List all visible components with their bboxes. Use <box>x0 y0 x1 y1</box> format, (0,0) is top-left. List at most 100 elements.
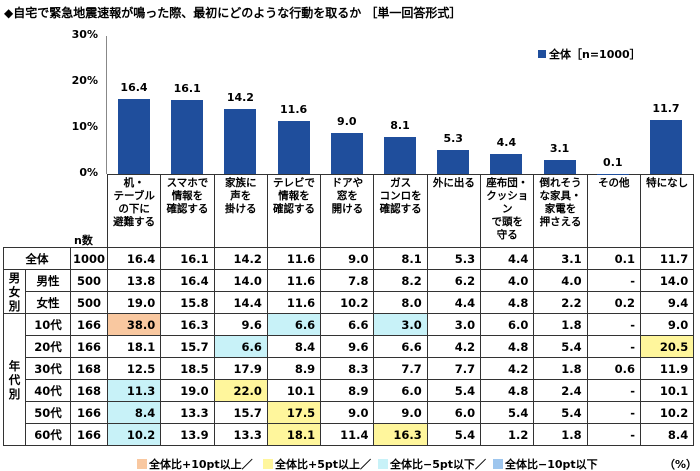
footnote-swatch <box>378 459 388 469</box>
table-cell: 1.2 <box>480 423 535 446</box>
n-value: 500 <box>70 291 108 314</box>
table-cell: 5.4 <box>480 401 535 424</box>
table-cell: 6.6 <box>320 313 375 336</box>
table-cell: 2.2 <box>533 291 588 314</box>
table-cell: 14.4 <box>213 291 268 314</box>
table-cell: 8.4 <box>266 335 322 358</box>
footnote-label: 全体比−10pt以下 <box>505 458 598 471</box>
table-cell: 15.8 <box>160 291 215 314</box>
n-value: 166 <box>70 335 108 358</box>
table-cell: 17.9 <box>213 357 268 380</box>
table-cell: 18.5 <box>160 357 215 380</box>
row-label: 10代 <box>25 313 71 336</box>
footnote-item: 全体比+5pt以上／ <box>263 456 371 471</box>
table-cell: 6.0 <box>373 379 428 402</box>
table-cell: 4.0 <box>533 269 588 292</box>
table-cell: 10.1 <box>639 379 695 402</box>
chart-title: ◆自宅で緊急地震速報が鳴った際、最初にどのような行動を取るか ［単一回答形式］ <box>4 6 462 20</box>
header-row: 机・ テーブル の下に 避難する スマホで 情報を 確認する 家族に 声を 掛けるテ… <box>3 174 695 248</box>
table-cell: 5.4 <box>426 379 482 402</box>
table-cell: 38.0 <box>106 313 162 336</box>
footnote-swatch <box>263 459 273 469</box>
table-row: 全体 1000 16.4 16.1 14.2 11.6 9.0 8.1 5.3 4.4 3.1 0.1… <box>3 247 695 270</box>
column-header-label: 外に出る <box>432 177 475 189</box>
table-cell: 3.0 <box>373 313 428 336</box>
table-cell: 16.3 <box>160 313 215 336</box>
table-cell: 4.2 <box>426 335 482 358</box>
row-label: 20代 <box>25 335 71 358</box>
footnote-swatch <box>493 459 503 469</box>
row-label: 全体 <box>3 247 71 270</box>
table-cell: 13.3 <box>213 423 268 446</box>
footnote-label: 全体比+10pt以上／ <box>149 458 253 471</box>
table-cell: 19.0 <box>160 379 215 402</box>
group-label: 男 女 別 <box>3 269 26 314</box>
table-cell: 9.0 <box>320 247 375 270</box>
table-cell: 5.4 <box>533 335 588 358</box>
row-label: 40代 <box>25 379 71 402</box>
table-cell: 8.2 <box>373 269 428 292</box>
column-header: 特になし <box>639 174 695 248</box>
table-cell: 11.6 <box>266 291 322 314</box>
table-cell: - <box>586 401 641 424</box>
column-header-label: 座布団・ クッション で頭を 守る <box>486 177 529 241</box>
table-cell: 3.1 <box>533 247 588 270</box>
legend-label: 全体［n=1000］ <box>549 48 641 61</box>
table-row: 20代 166 18.1 15.7 6.6 8.4 9.6 6.6 4.2 4.8 5.4-20.5 <box>4 335 695 358</box>
row-label: 60代 <box>25 423 71 446</box>
bar <box>277 120 310 174</box>
table-cell: 4.2 <box>480 357 535 380</box>
table-cell: 15.7 <box>160 335 215 358</box>
table-cell: 6.0 <box>426 401 482 424</box>
table-cell: 11.4 <box>320 423 375 446</box>
bar-value-label: 4.4 <box>496 135 517 149</box>
table-cell: - <box>586 313 641 336</box>
table-cell: 7.8 <box>320 269 375 292</box>
table-cell: 17.5 <box>266 401 322 424</box>
n-value: 168 <box>70 379 108 402</box>
bar-value-label: 5.3 <box>443 131 463 145</box>
n-value: 166 <box>70 423 108 446</box>
bar <box>330 132 363 174</box>
column-header-label: 倒れそう な家具・ 家電を 押さえる <box>539 177 582 228</box>
table-cell: 1.8 <box>533 357 588 380</box>
table-cell: 4.8 <box>480 291 535 314</box>
n-value: 168 <box>70 357 108 380</box>
table-cell: 7.7 <box>373 357 428 380</box>
column-header: 座布団・ クッション で頭を 守る <box>480 174 535 248</box>
table-cell: 8.9 <box>320 379 375 402</box>
group-label: 年 代 別 <box>3 313 26 446</box>
table-row: 女性 500 19.0 15.8 14.4 11.6 10.2 8.0 4.4 4.8 2.2 0.2… <box>4 291 695 314</box>
column-header: 机・ テーブル の下に 避難する <box>106 174 162 248</box>
table-cell: 12.5 <box>106 357 162 380</box>
footnote-label: 全体比+5pt以上／ <box>275 458 372 471</box>
table-cell: - <box>586 423 641 446</box>
table-cell: 16.4 <box>106 247 162 270</box>
table-cell: 15.7 <box>213 401 268 424</box>
table-cell: 9.0 <box>373 401 428 424</box>
n-value: 500 <box>70 269 108 292</box>
table-cell: 4.0 <box>480 269 535 292</box>
unit-label: （%） <box>664 458 698 471</box>
table-cell: 6.0 <box>480 313 535 336</box>
footnote-item: 全体比−5pt以下／ <box>378 456 486 471</box>
column-header: ガス コンロを 確認する <box>373 174 428 248</box>
column-header: 倒れそう な家具・ 家電を 押さえる <box>533 174 588 248</box>
row-label: 男性 <box>25 269 71 292</box>
column-header-label: 特になし <box>646 177 689 189</box>
table-cell: 0.6 <box>586 357 641 380</box>
bar-value-label: 11.6 <box>280 102 308 116</box>
table-cell: 8.3 <box>320 357 375 380</box>
table-cell: 0.2 <box>586 291 641 314</box>
bar-value-label: 16.1 <box>173 81 201 95</box>
row-label: 女性 <box>25 291 71 314</box>
table-cell: 4.4 <box>426 291 482 314</box>
table-cell: 13.8 <box>106 269 162 292</box>
column-header: スマホで 情報を 確認する <box>160 174 215 248</box>
table-cell: - <box>586 379 641 402</box>
table-cell: 4.8 <box>480 379 535 402</box>
table-cell: 6.6 <box>213 335 268 358</box>
table-row: 30代 168 12.5 18.5 17.9 8.9 8.3 7.7 7.7 4.2 1.8 0.6 1… <box>4 357 695 380</box>
table-cell: 9.4 <box>639 291 695 314</box>
